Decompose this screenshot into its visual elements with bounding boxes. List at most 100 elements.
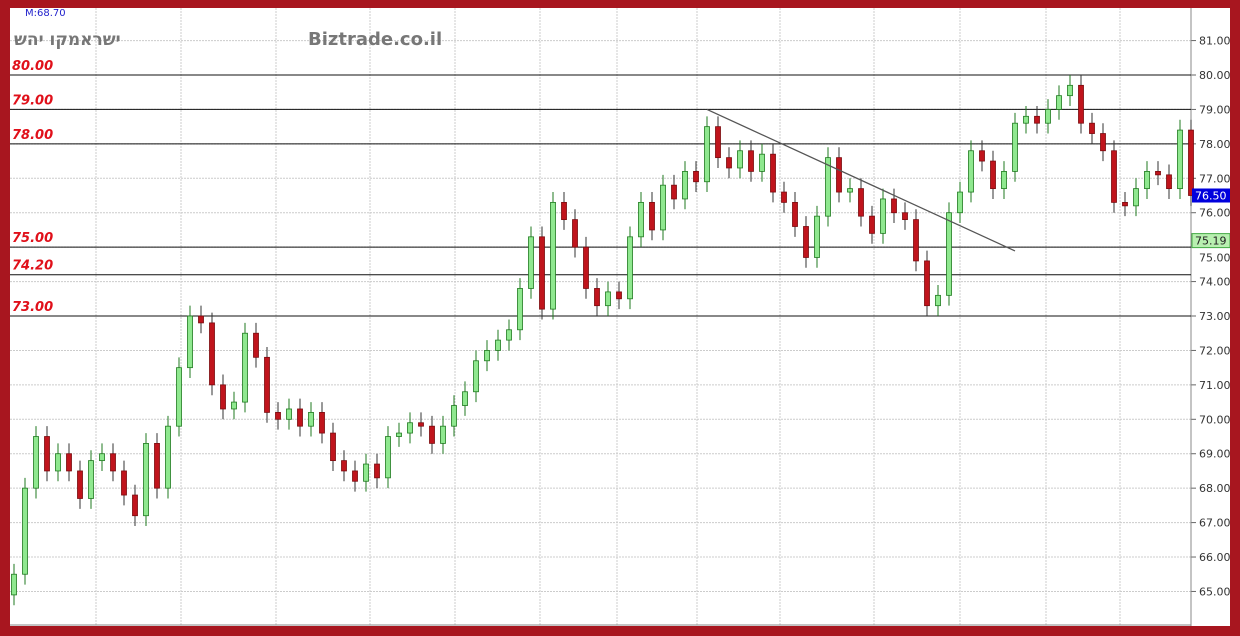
candle-down [1166,174,1172,190]
candle-down [374,463,380,479]
candle-up [242,332,248,403]
y-tick-label: 81.00 [1199,35,1230,48]
candlestick-chart[interactable]: 65.00 66.00 67.00 68.00 69.00 70.00 71.00 72.00… [10,8,1230,626]
candle-up [968,150,974,193]
candle-down [858,188,864,217]
candle-down [1122,201,1128,207]
candle-down [748,150,754,172]
candle-up [528,236,534,289]
candle-down [275,412,281,420]
level-label: 73.00 [12,300,53,315]
candle-down [44,436,50,472]
candle-up [847,188,853,193]
candle-up [880,198,886,234]
trend-line [706,108,1016,252]
level-label: 78.00 [12,128,53,143]
candle-up [308,412,314,427]
marker-label: 75.19 [1195,235,1227,248]
candle-down [539,236,545,310]
y-tick-label: 74.00 [1199,276,1230,289]
candle-up [627,236,633,300]
candle-up [165,425,171,489]
candle-up [737,150,743,169]
candle-up [286,408,292,420]
level-label: 75.00 [12,231,53,246]
candle-down [418,422,424,427]
candle-down [803,226,809,258]
candle-up [1001,171,1007,190]
y-tick-label: 69.00 [1199,448,1230,461]
candle-down [616,291,622,300]
candle-up [1177,129,1183,190]
candle-up [825,157,831,217]
candle-up [99,453,105,462]
candle-down [913,219,919,262]
candle-down [572,219,578,248]
candle-up [33,436,39,489]
candle-up [1045,109,1051,124]
level-label: 80.00 [12,59,53,74]
candle-up [22,487,28,575]
candle-down [352,470,358,482]
candle-down [1078,84,1084,124]
candle-down [836,157,842,193]
candle-up [506,329,512,341]
candle-down [1089,122,1095,134]
candle-down [583,246,589,289]
candle-up [1133,188,1139,207]
candle-down [154,443,160,489]
candle-down [209,322,215,386]
y-tick-label: 67.00 [1199,517,1230,530]
candle-up [385,436,391,479]
chart-panel: 65.00 66.00 67.00 68.00 69.00 70.00 71.00 72.00… [10,8,1230,626]
candle-up [935,294,941,307]
candle-down [715,126,721,159]
candle-down [1111,150,1117,203]
candle-down [110,453,116,472]
candle-up [660,184,666,231]
candle-down [671,184,677,200]
candle-down [330,432,336,462]
y-tick-label: 78.00 [1199,138,1230,151]
candle-down [1155,171,1161,176]
candle-up [55,453,61,472]
candle-up [484,350,490,362]
candle-up [704,126,710,183]
candle-down [924,260,930,307]
candle-up [407,422,413,434]
candle-down [869,215,875,234]
candle-up [396,432,402,437]
y-tick-label: 72.00 [1199,344,1230,357]
y-tick-label: 80.00 [1199,69,1230,82]
candle-down [594,288,600,307]
level-label: 79.00 [12,93,53,108]
candle-down [198,315,204,324]
candle-up [451,405,457,427]
candle-down [781,191,787,203]
candle-down [726,157,732,169]
candle-up [759,153,765,172]
level-label: 74.20 [12,259,53,274]
candle-up [1023,115,1029,124]
candle-up [517,288,523,331]
candle-up [814,215,820,258]
candle-down [132,494,138,517]
y-tick-label: 77.00 [1199,172,1230,185]
y-tick-label: 65.00 [1199,585,1230,598]
candle-down [561,201,567,221]
candle-up [1144,171,1150,190]
candle-up [1067,84,1073,97]
candle-up [957,191,963,214]
candle-up [638,201,644,238]
y-tick-label: 70.00 [1199,413,1230,426]
candle-up [605,291,611,307]
candle-up [143,443,149,517]
candle-down [264,356,270,413]
candle-down [121,470,127,496]
candle-down [792,201,798,227]
candle-up [946,212,952,296]
y-tick-label: 73.00 [1199,310,1230,323]
symbol-title: ישראמקו יהש [14,30,121,50]
candle-down [319,412,325,434]
candle-down [341,460,347,472]
